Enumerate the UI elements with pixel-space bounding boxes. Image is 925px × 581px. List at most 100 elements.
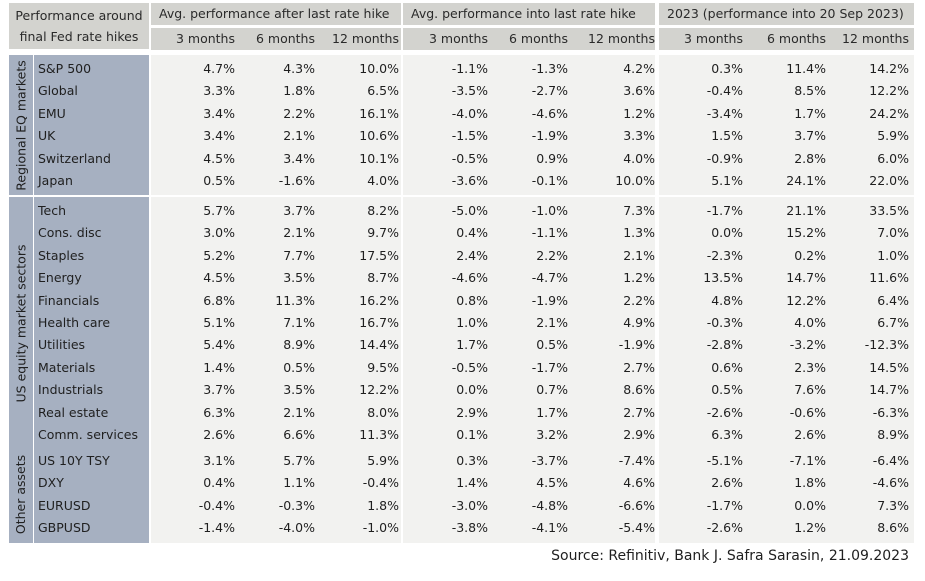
value-cell: 6.3% [711,427,743,442]
value-cell: 0.0% [456,382,488,398]
value-cell: 4.9% [623,315,655,330]
value-cell: 14.7% [869,382,909,398]
value-cell: -1.5% [451,128,488,144]
value-cell: -3.7% [531,453,568,468]
value-cell: 0.0% [711,225,743,241]
value-cell: -1.7% [706,497,743,513]
value-cell: 1.7% [536,404,568,420]
value-cell: 6.4% [877,292,909,308]
value-band [403,197,655,450]
row-label: Switzerland [38,150,111,166]
value-cell: 14.2% [869,61,909,76]
value-cell: 4.0% [623,150,655,166]
value-cell: 3.7% [283,203,315,218]
value-cell: 6.3% [203,404,235,420]
value-cell: 3.1% [203,453,235,468]
value-cell: 5.1% [711,173,743,188]
value-cell: 0.9% [536,150,568,166]
value-cell: 4.2% [623,61,655,76]
value-cell: 1.1% [283,475,315,491]
value-cell: 5.7% [203,203,235,218]
value-cell: -3.4% [706,105,743,121]
value-cell: 16.2% [359,292,399,308]
value-band [403,447,655,543]
value-cell: 0.5% [203,173,235,188]
period-header: 3 months [683,31,743,46]
value-cell: 4.5% [203,270,235,286]
value-cell: 16.1% [359,105,399,121]
value-cell: 4.0% [367,173,399,188]
value-cell: 2.2% [283,105,315,121]
period-header: 12 months [588,31,655,46]
value-band [659,55,914,196]
value-cell: -0.3% [706,315,743,330]
value-cell: 2.6% [203,427,235,442]
column-group-header: Avg. performance into last rate hike [403,3,655,25]
row-label-column [34,55,149,196]
table-row: GBPUSD -1.4% -4.0% -1.0% -3.8% -4.1% -5.4% -2.6… [0,517,925,539]
value-cell: 7.7% [283,247,315,263]
section-label: Regional EQ markets [9,55,33,196]
value-cell: 7.3% [623,203,655,218]
value-cell: 2.1% [283,225,315,241]
value-cell: -1.7% [706,203,743,218]
value-cell: 1.5% [711,128,743,144]
value-cell: 0.3% [456,453,488,468]
value-cell: 9.5% [367,359,399,375]
value-cell: -3.2% [789,337,826,353]
table-row: UK 3.4% 2.1% 10.6% -1.5% -1.9% 3.3% 1.5% 3.7% 5.9… [0,125,925,147]
value-cell: 7.6% [794,382,826,398]
value-cell: 2.2% [536,247,568,263]
value-cell: -1.3% [531,61,568,76]
value-cell: -3.0% [451,497,488,513]
value-cell: 2.1% [536,315,568,330]
value-cell: 7.1% [283,315,315,330]
value-cell: 1.2% [623,105,655,121]
value-cell: 10.1% [359,150,399,166]
table-row: Industrials 3.7% 3.5% 12.2% 0.0% 0.7% 8.6% 0.5%… [0,379,925,401]
value-cell: -3.5% [451,83,488,99]
value-cell: 3.3% [203,83,235,99]
period-header: 12 months [332,31,399,46]
row-label: Industrials [38,382,104,398]
value-cell: -0.4% [362,475,399,491]
value-cell: 0.2% [794,247,826,263]
value-cell: 0.6% [711,359,743,375]
value-cell: 11.6% [869,270,909,286]
table-row: Comm. services 2.6% 6.6% 11.3% 0.1% 3.2% 2.9% 6… [0,424,925,446]
table-row: Utilities 5.4% 8.9% 14.4% 1.7% 0.5% -1.9% -2.8%… [0,334,925,356]
value-cell: 3.6% [623,83,655,99]
value-cell: -1.0% [362,520,399,536]
value-cell: -6.3% [872,404,909,420]
value-cell: -2.3% [706,247,743,263]
table-row: Real estate 6.3% 2.1% 8.0% 2.9% 1.7% 2.7% -2.6%… [0,402,925,424]
period-header: 6 months [766,31,826,46]
row-label: Comm. services [38,427,138,442]
value-cell: 11.3% [359,427,399,442]
value-cell: 0.5% [536,337,568,353]
value-cell: 0.4% [203,475,235,491]
value-cell: 3.7% [203,382,235,398]
value-cell: 1.2% [623,270,655,286]
value-cell: 7.0% [877,225,909,241]
table-row: Staples 5.2% 7.7% 17.5% 2.4% 2.2% 2.1% -2.3% 0.2… [0,245,925,267]
row-label: US 10Y TSY [38,453,110,468]
value-cell: 9.7% [367,225,399,241]
value-cell: -1.1% [451,61,488,76]
period-header: 3 months [175,31,235,46]
value-cell: 1.0% [877,247,909,263]
value-cell: 2.1% [283,128,315,144]
value-cell: 2.6% [711,475,743,491]
value-band [151,197,401,450]
value-cell: -6.6% [618,497,655,513]
value-band [151,55,401,196]
value-cell: 6.8% [203,292,235,308]
value-cell: -4.8% [531,497,568,513]
value-cell: -0.5% [451,150,488,166]
value-cell: 2.7% [623,404,655,420]
value-cell: 4.8% [711,292,743,308]
period-header: 6 months [508,31,568,46]
value-cell: -2.6% [706,404,743,420]
value-cell: 10.0% [359,61,399,76]
value-cell: 1.7% [794,105,826,121]
